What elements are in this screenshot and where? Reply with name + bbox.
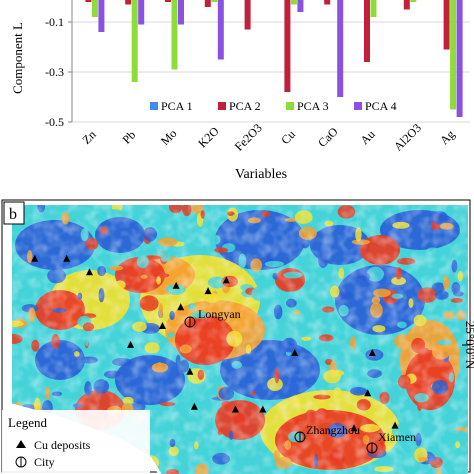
cu-deposit-marker — [63, 254, 71, 262]
bars-layer — [85, 0, 463, 117]
legend-swatch — [150, 102, 158, 110]
bar-pca2-fe2o3 — [244, 0, 251, 30]
legend-label-cu-deposits: Cu deposits — [34, 438, 91, 452]
bar-pca2-ag — [443, 0, 450, 50]
bar-pca4-cao — [337, 0, 344, 97]
bar-pca3-al2o3 — [410, 0, 417, 2]
bar-pca3-cu — [290, 0, 297, 5]
bar-pca2-mo — [165, 0, 171, 2]
map-legend-box — [2, 410, 150, 474]
cu-deposit-marker — [31, 254, 39, 262]
pca-loading-chart: -0.1-0.3-0.5 Zn Pb Mo K2O Fe2O3 Cu CaO Au Al2O3 A… — [10, 0, 470, 182]
cu-deposit-marker — [86, 268, 94, 276]
chart-legend: PCA 1 PCA 2 PCA 3 PCA 4 — [150, 99, 397, 113]
bar-pca2-k2o — [204, 0, 211, 7]
bar-pca3-ag — [450, 0, 457, 110]
cu-deposit-markers — [31, 254, 399, 445]
bar-pca2-zn — [85, 0, 92, 2]
y-tick-label: -0.5 — [45, 115, 64, 129]
bar-pca4-zn — [98, 0, 105, 32]
bar-pca2-cao — [324, 0, 331, 5]
bar-pca3-au — [370, 0, 377, 17]
map-legend-title: Legend — [8, 415, 47, 430]
legend-label: PCA 2 — [229, 99, 261, 113]
cu-deposit-marker — [190, 402, 198, 410]
y-axis-label: Component L — [10, 22, 25, 94]
bar-pca3-mo — [171, 0, 178, 70]
bar-pca4-k2o — [217, 0, 224, 60]
y-tick-label: -0.3 — [45, 65, 64, 79]
cu-deposit-marker — [350, 424, 358, 432]
triangle-icon — [16, 440, 26, 448]
city-label-longyan: Longyan — [198, 307, 241, 321]
city-label-xiamen: Xiamen — [378, 430, 416, 444]
legend-swatch — [354, 102, 362, 110]
cu-deposit-marker — [364, 389, 372, 397]
cu-deposit-marker — [172, 281, 180, 289]
y-tick-label: -0.1 — [45, 15, 64, 29]
legend-label: PCA 3 — [297, 99, 329, 113]
panel-label-box — [3, 201, 25, 225]
map-legend: Legend Cu deposits City — [2, 410, 150, 474]
cu-deposit-marker — [186, 367, 194, 375]
city-longyan: Longyan — [184, 307, 241, 328]
y-tick-labels: -0.1 -0.3 -0.5 — [45, 15, 72, 129]
cu-deposit-marker — [222, 276, 230, 284]
cu-deposit-marker — [127, 340, 135, 348]
bar-pca3-zn — [91, 0, 98, 17]
city-label-zhangzhou: Zhangzhou — [306, 423, 360, 437]
bar-pca4-cu — [297, 0, 304, 12]
cu-deposit-marker — [259, 405, 267, 413]
city-zhangzhou: Zhangzhou — [294, 423, 360, 443]
legend-swatch — [218, 102, 226, 110]
bar-pca3-k2o — [211, 0, 218, 2]
legend-label: PCA 1 — [161, 99, 193, 113]
cu-deposit-marker — [368, 348, 376, 356]
x-axis-label: Variables — [235, 167, 287, 182]
bar-pca2-cu — [284, 0, 291, 92]
panel-label: b — [9, 206, 17, 223]
bar-pca2-pb — [125, 0, 132, 5]
bar-pca4-mo — [178, 0, 184, 25]
legend-label-city: City — [34, 455, 55, 469]
cu-deposit-marker — [231, 405, 239, 413]
bar-pca2-al2o3 — [403, 0, 410, 10]
latitude-label: 25°0'0"N — [463, 321, 474, 370]
cu-deposit-marker — [391, 421, 399, 429]
cu-deposit-marker — [291, 348, 299, 356]
city-xiamen: Xiamen — [366, 430, 416, 454]
bar-pca4-pb — [138, 0, 145, 25]
legend-swatch — [286, 102, 294, 110]
bar-pca3-pb — [131, 0, 138, 82]
city-circle-icon — [15, 456, 27, 468]
bar-pca4-ag — [456, 0, 463, 117]
cu-deposit-marker — [158, 322, 166, 330]
bar-pca2-au — [364, 0, 370, 62]
cu-deposit-marker — [204, 287, 212, 295]
cu-deposit-marker — [177, 303, 185, 311]
legend-label: PCA 4 — [365, 99, 397, 113]
